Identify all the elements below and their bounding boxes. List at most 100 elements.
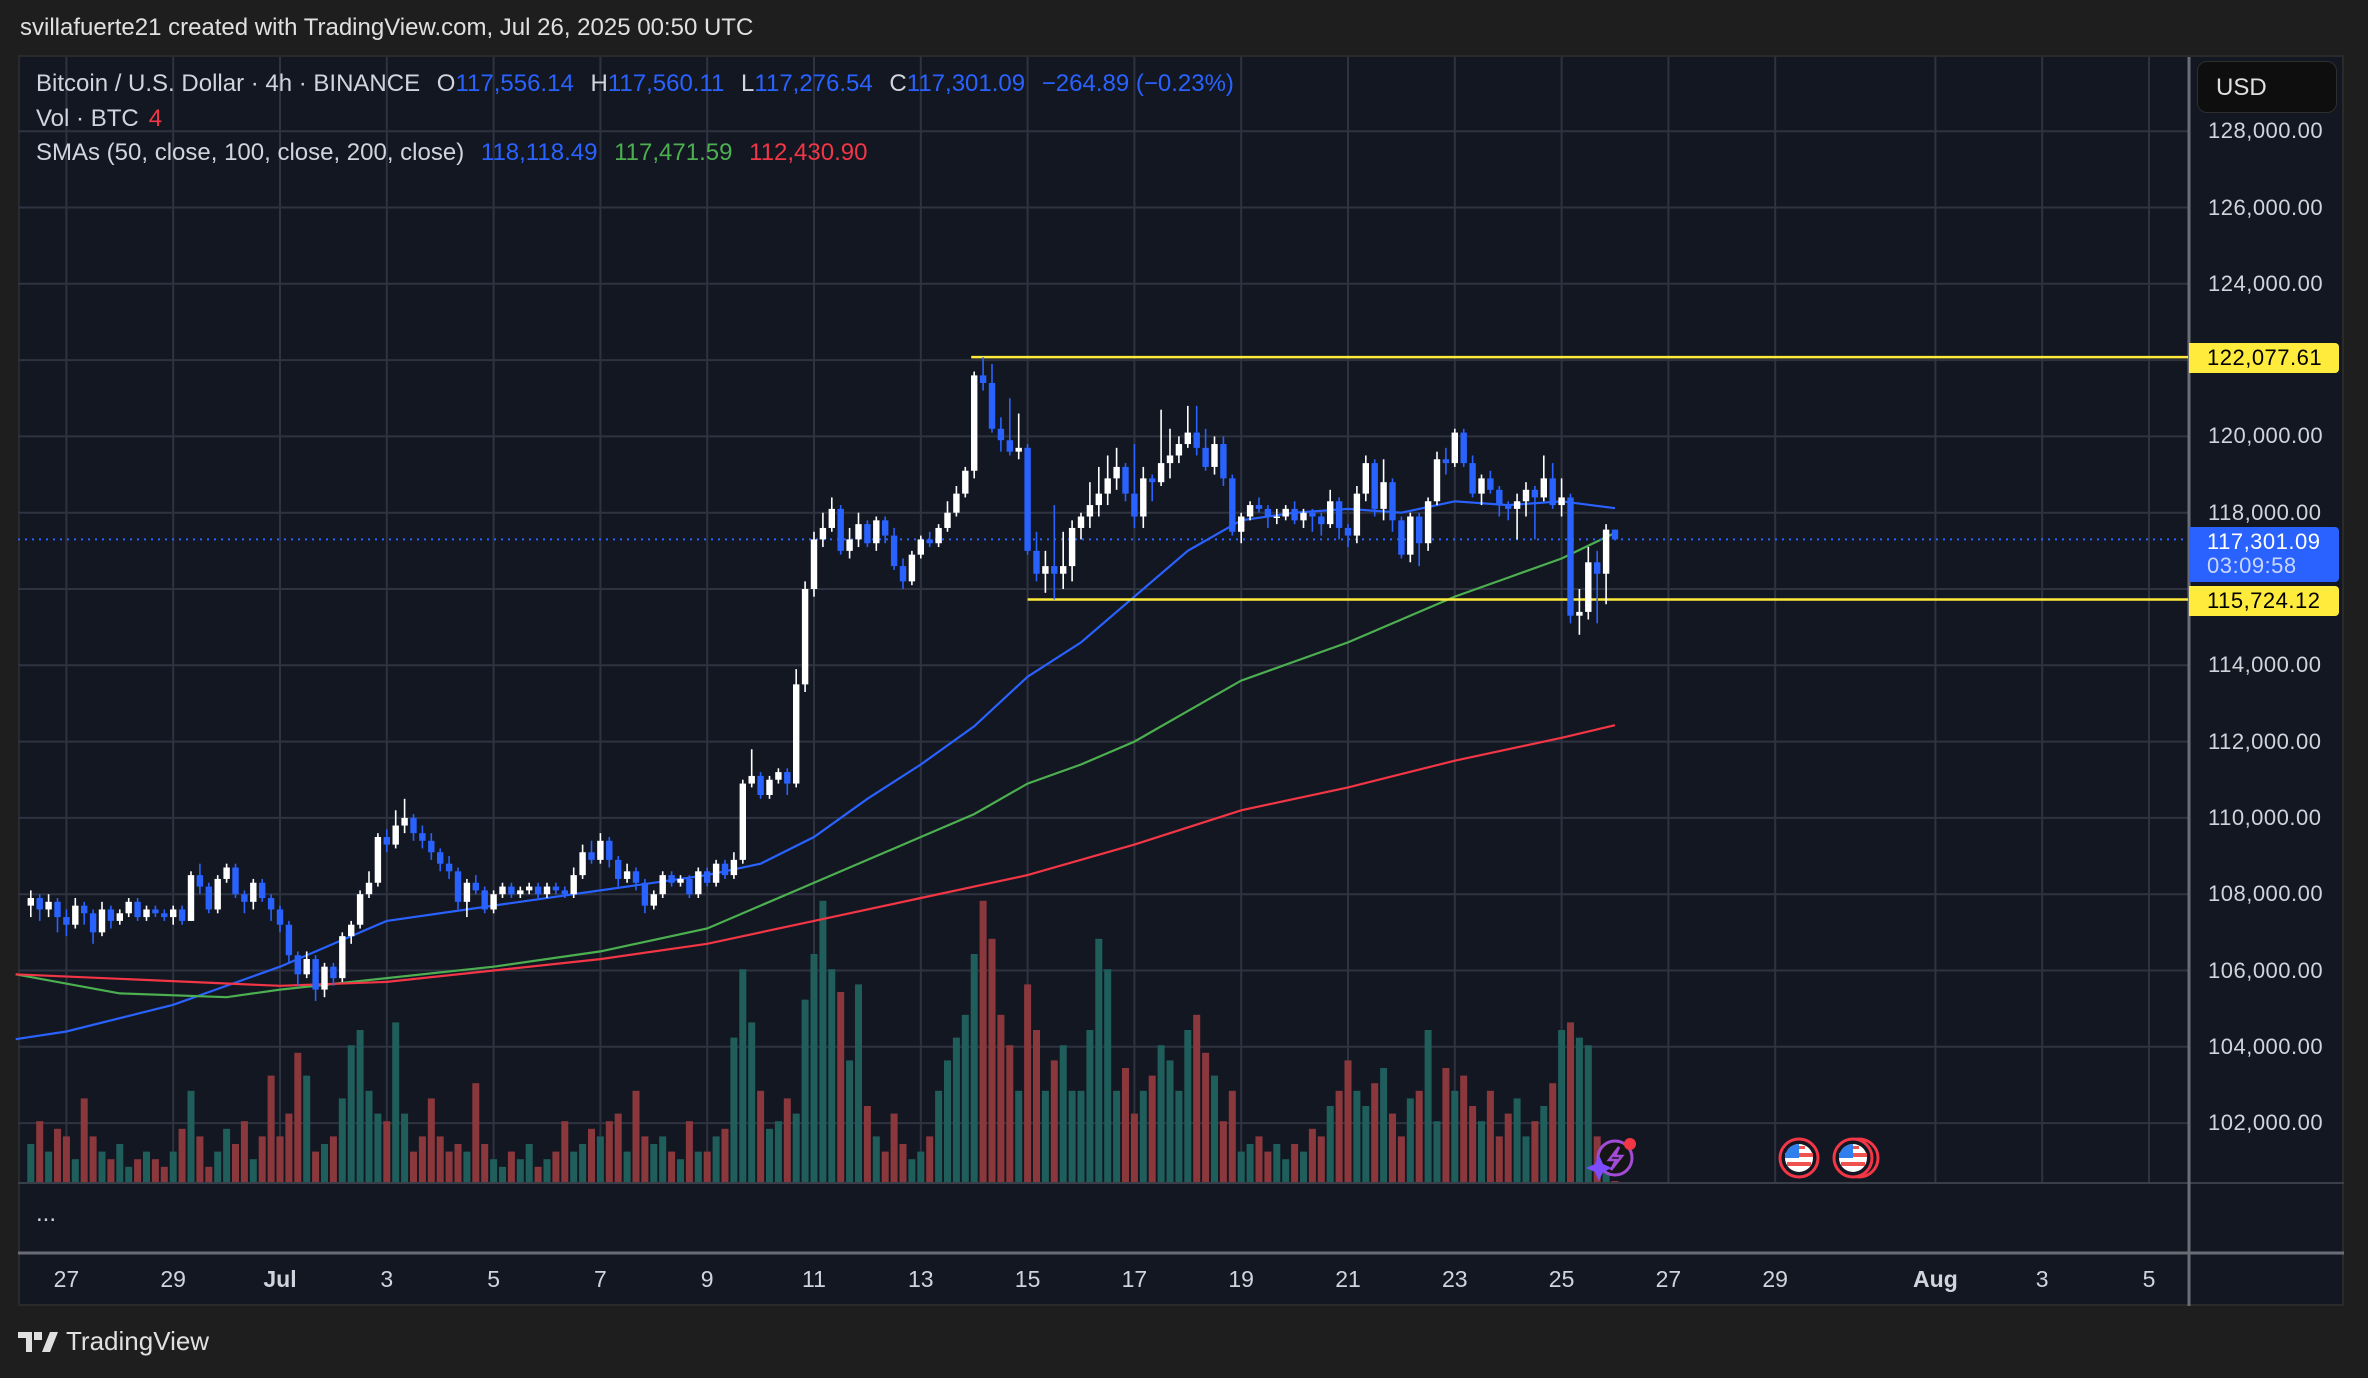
candle-body[interactable] — [1371, 463, 1378, 509]
candle-body[interactable] — [81, 905, 88, 914]
candle-body[interactable] — [971, 375, 978, 471]
candle-body[interactable] — [410, 817, 417, 834]
candle-body[interactable] — [1549, 478, 1556, 506]
candle-body[interactable] — [1291, 508, 1298, 521]
candle-body[interactable] — [677, 878, 684, 883]
candle-body[interactable] — [775, 772, 782, 780]
candle-body[interactable] — [1086, 505, 1094, 517]
candle-body[interactable] — [935, 527, 942, 544]
candle-body[interactable] — [1531, 489, 1539, 498]
candle-body[interactable] — [383, 836, 390, 845]
candle-body[interactable] — [686, 878, 693, 895]
candle-body[interactable] — [1362, 463, 1369, 494]
candle-body[interactable] — [944, 512, 951, 528]
candle-body[interactable] — [1095, 493, 1102, 506]
candle-body[interactable] — [1389, 482, 1396, 521]
candle-body[interactable] — [267, 898, 275, 910]
candle-body[interactable] — [828, 508, 835, 528]
us-flag-icon[interactable] — [1778, 1137, 1820, 1179]
candle-body[interactable] — [250, 882, 257, 902]
candle-body[interactable] — [205, 886, 212, 910]
candle-body[interactable] — [1442, 459, 1450, 464]
candle-body[interactable] — [312, 959, 319, 990]
candle-body[interactable] — [472, 882, 479, 891]
candle-body[interactable] — [1602, 529, 1610, 574]
candle-body[interactable] — [63, 917, 70, 925]
candle-body[interactable] — [1211, 444, 1218, 467]
tradingview-logo[interactable]: TradingView — [18, 1326, 209, 1357]
candle-body[interactable] — [1424, 501, 1432, 544]
candle-body[interactable] — [161, 913, 168, 918]
candle-body[interactable] — [107, 909, 115, 921]
candle-body[interactable] — [588, 852, 595, 860]
candle-body[interactable] — [321, 966, 328, 990]
candle-body[interactable] — [454, 871, 462, 902]
candle-body[interactable] — [508, 886, 515, 895]
candle-body[interactable] — [1576, 611, 1583, 616]
candle-body[interactable] — [1513, 501, 1521, 509]
candle-body[interactable] — [570, 875, 577, 895]
candle-body[interactable] — [1238, 516, 1245, 532]
candle-body[interactable] — [721, 863, 729, 876]
candle-body[interactable] — [89, 913, 97, 933]
candle-body[interactable] — [1282, 508, 1289, 517]
candle-body[interactable] — [712, 863, 720, 883]
candle-body[interactable] — [1558, 497, 1565, 506]
candle-body[interactable] — [241, 894, 248, 902]
candle-body[interactable] — [170, 909, 177, 918]
candle-body[interactable] — [356, 894, 364, 925]
candle-body[interactable] — [392, 825, 399, 845]
candle-body[interactable] — [419, 833, 426, 841]
candle-body[interactable] — [517, 890, 524, 895]
candle-body[interactable] — [1505, 505, 1512, 509]
candle-body[interactable] — [1060, 566, 1067, 574]
candle-body[interactable] — [1202, 447, 1209, 467]
candle-body[interactable] — [1309, 512, 1316, 517]
candle-body[interactable] — [766, 779, 773, 796]
candle-body[interactable] — [1006, 440, 1013, 452]
candle-body[interactable] — [348, 924, 355, 937]
sma-label[interactable]: SMAs (50, close, 100, close, 200, close) — [36, 139, 465, 166]
candle-body[interactable] — [1051, 566, 1058, 574]
candle-body[interactable] — [1398, 520, 1405, 555]
candle-body[interactable] — [623, 871, 631, 879]
candle-body[interactable] — [1451, 432, 1458, 464]
candle-body[interactable] — [1327, 501, 1334, 525]
candle-body[interactable] — [917, 539, 924, 555]
candle-body[interactable] — [979, 375, 987, 383]
candle-body[interactable] — [1496, 489, 1503, 506]
candle-body[interactable] — [152, 909, 159, 914]
candle-body[interactable] — [668, 875, 675, 883]
candle-body[interactable] — [757, 775, 764, 796]
candle-body[interactable] — [98, 909, 106, 933]
candle-body[interactable] — [134, 901, 141, 918]
symbol-title[interactable]: Bitcoin / U.S. Dollar · 4h · BINANCE — [36, 70, 421, 97]
candle-body[interactable] — [1487, 478, 1494, 490]
candle-body[interactable] — [1140, 478, 1147, 517]
candle-body[interactable] — [1433, 459, 1441, 502]
candle-body[interactable] — [801, 589, 809, 685]
candle-body[interactable] — [1220, 444, 1227, 479]
candle-body[interactable] — [1585, 562, 1592, 612]
candle-body[interactable] — [1522, 489, 1530, 502]
candle-body[interactable] — [1166, 455, 1174, 464]
candle-body[interactable] — [481, 890, 488, 910]
candle-body[interactable] — [695, 871, 702, 895]
candle-body[interactable] — [1300, 512, 1307, 521]
candle-body[interactable] — [1611, 529, 1619, 540]
candle-body[interactable] — [650, 894, 657, 906]
candle-body[interactable] — [1077, 516, 1085, 528]
candle-body[interactable] — [730, 859, 738, 876]
candle-body[interactable] — [1042, 566, 1049, 574]
candle-body[interactable] — [294, 955, 301, 975]
candle-body[interactable] — [1478, 478, 1485, 494]
candle-body[interactable] — [1469, 463, 1476, 494]
candle-body[interactable] — [187, 875, 195, 921]
candle-body[interactable] — [526, 886, 533, 891]
currency-button[interactable]: USD — [2197, 61, 2337, 113]
candle-body[interactable] — [855, 524, 862, 540]
candle-body[interactable] — [1193, 432, 1200, 448]
candle-body[interactable] — [1416, 516, 1423, 544]
candle-body[interactable] — [793, 684, 800, 784]
